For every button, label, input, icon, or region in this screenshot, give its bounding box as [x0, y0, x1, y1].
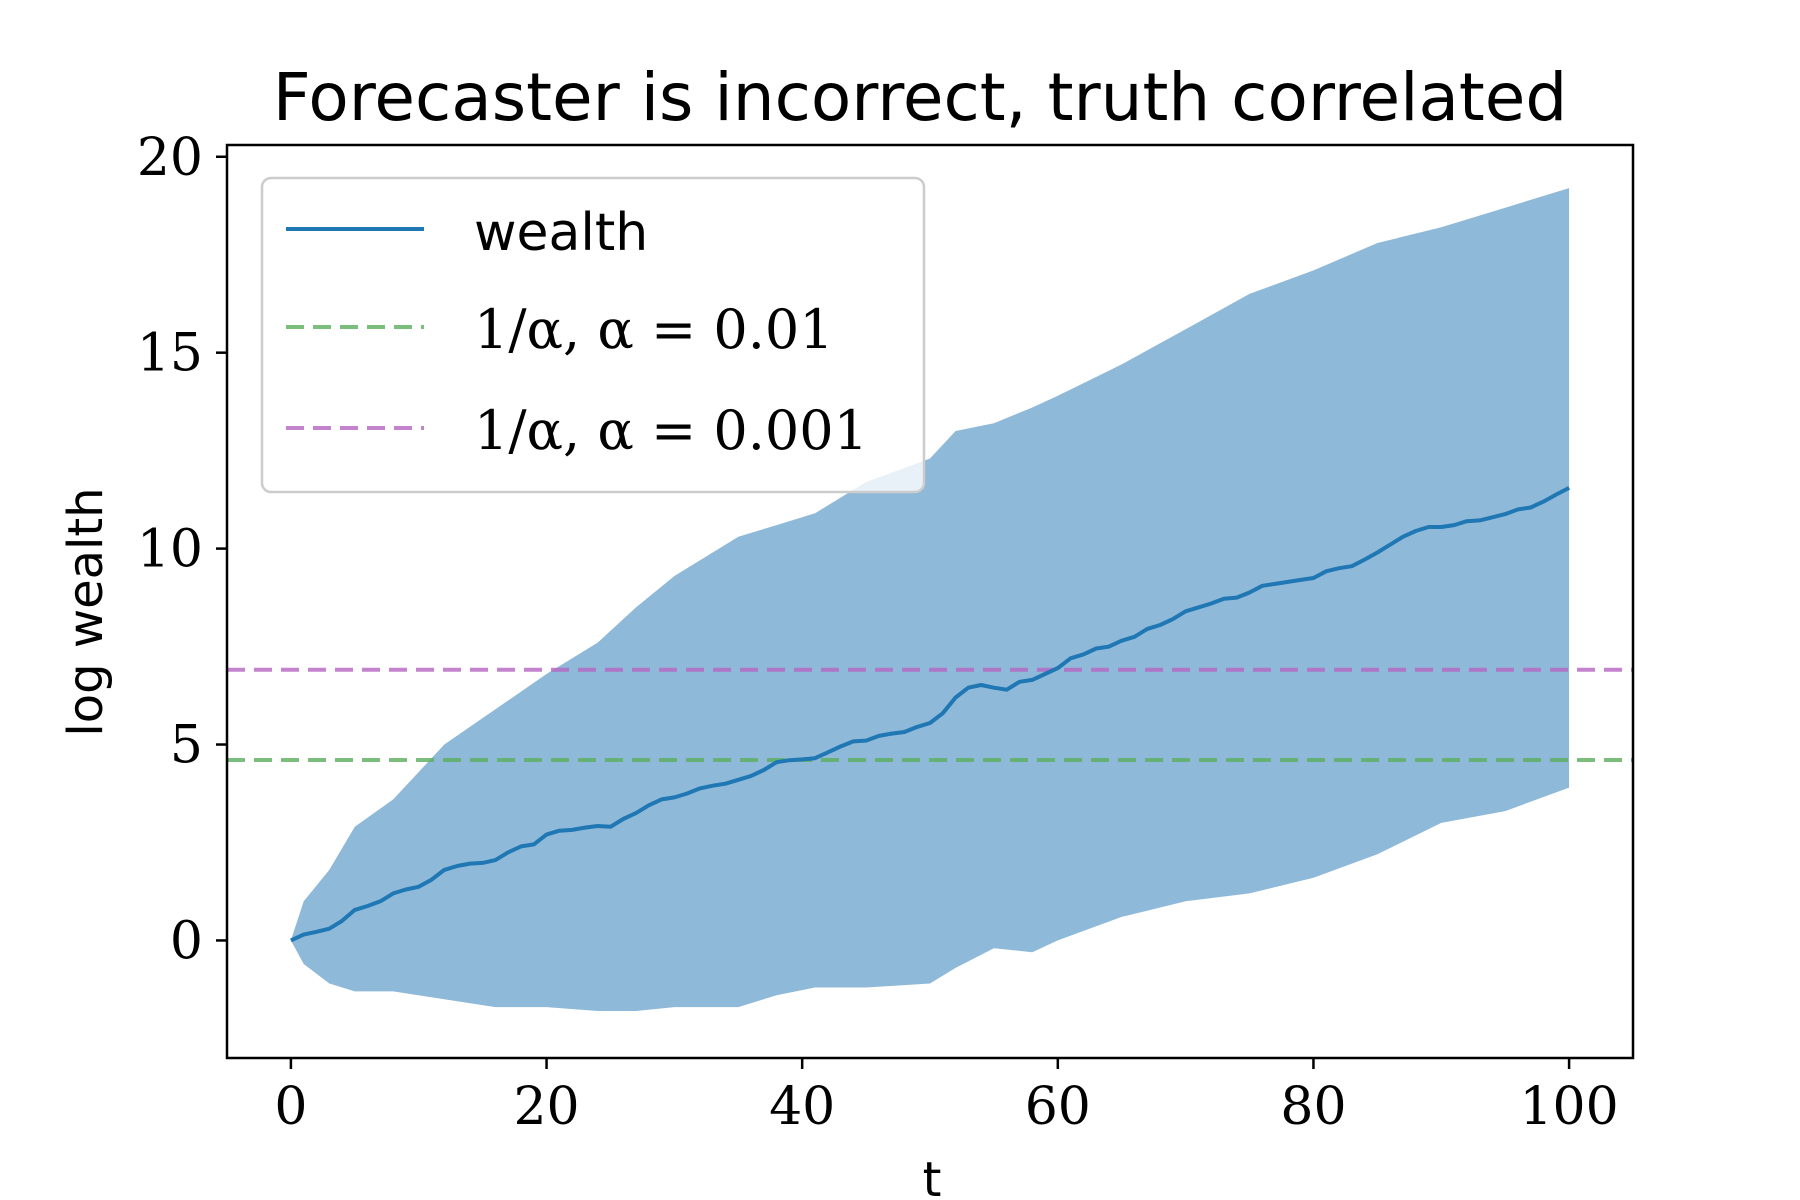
- x-tick-label: 20: [513, 1077, 579, 1137]
- x-axis-label: t: [923, 1152, 942, 1200]
- x-tick-label: 100: [1519, 1077, 1618, 1137]
- plot-area: [225, 143, 1635, 1060]
- wealth-line-layer: [290, 486, 1571, 943]
- threshold-lines-layer: [227, 667, 1633, 762]
- y-axis-label: log wealth: [58, 487, 114, 736]
- x-axis-ticks: 0 20 40 60 80 100: [274, 1058, 1619, 1137]
- legend: wealth 1/α, α = 0.01 1/α, α = 0.001: [260, 176, 926, 494]
- wealth-line: [290, 486, 1571, 943]
- x-tick-label: 60: [1025, 1077, 1091, 1137]
- wealth-band-layer: [290, 188, 1570, 1012]
- y-axis-ticks: 0 5 10 15 20: [137, 128, 227, 971]
- legend-label-alpha-0-01: 1/α, α = 0.01: [474, 298, 834, 361]
- x-tick-label: 0: [274, 1077, 307, 1137]
- y-tick-label: 5: [170, 716, 203, 776]
- y-tick-label: 20: [137, 128, 203, 188]
- chart-title: Forecaster is incorrect, truth correlate…: [273, 59, 1568, 136]
- y-tick-label: 0: [170, 911, 203, 971]
- wealth-band: [290, 188, 1570, 1012]
- legend-label-wealth: wealth: [474, 203, 648, 263]
- y-tick-label: 10: [137, 520, 203, 580]
- legend-box: [260, 176, 926, 494]
- x-tick-label: 40: [769, 1077, 835, 1137]
- y-tick-label: 15: [137, 324, 203, 384]
- legend-label-alpha-0-001: 1/α, α = 0.001: [474, 399, 868, 462]
- x-tick-label: 80: [1280, 1077, 1346, 1137]
- plot-frame: [225, 143, 1635, 1060]
